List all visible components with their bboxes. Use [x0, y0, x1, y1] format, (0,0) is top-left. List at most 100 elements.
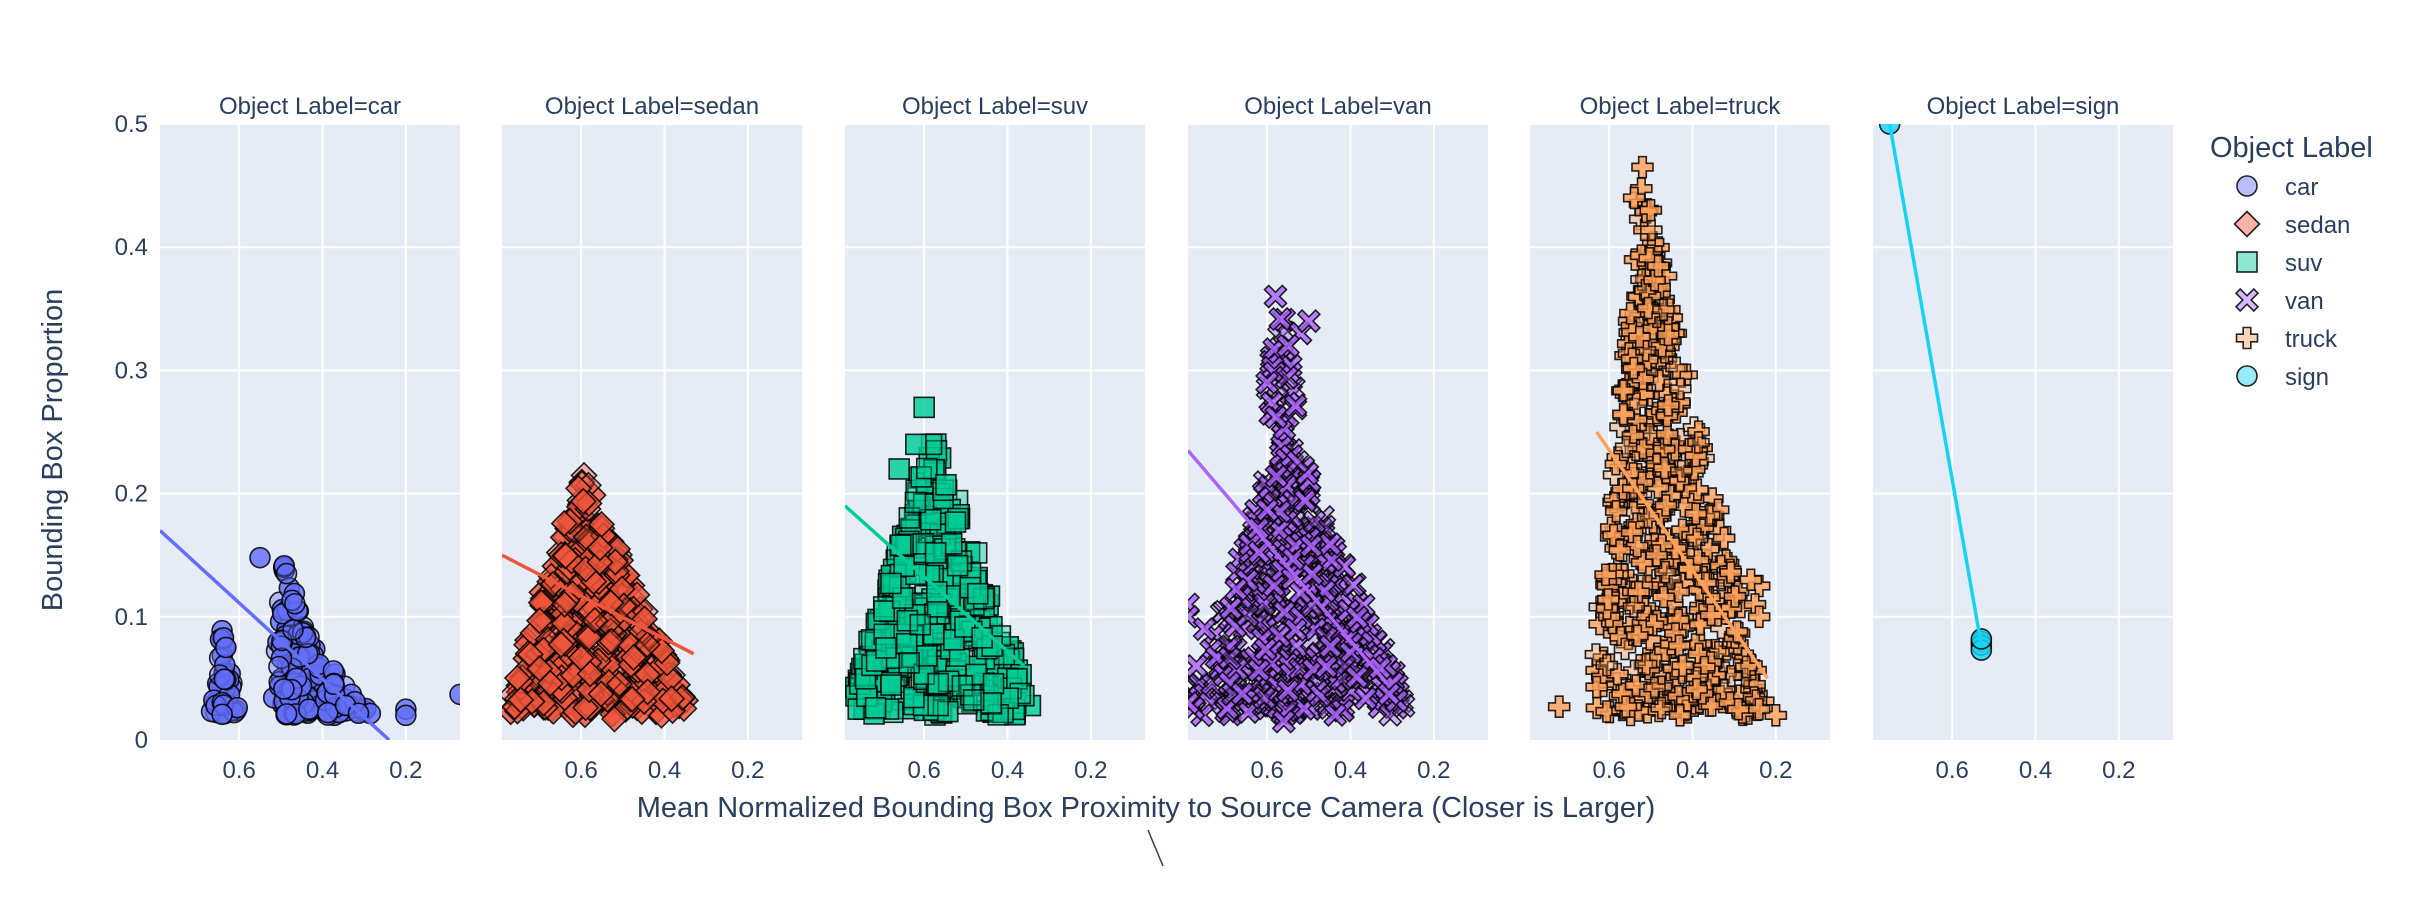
data-point — [1547, 695, 1571, 719]
data-point — [1687, 431, 1710, 454]
legend-label: suv — [2285, 250, 2322, 277]
data-point — [1275, 678, 1301, 703]
x-tick-label: 0.2 — [2102, 757, 2135, 784]
panel-suv: Object Label=suv — [845, 93, 1145, 740]
legend: Object Label car sedan suv van truck sign — [2210, 132, 2373, 391]
data-point — [925, 581, 948, 603]
data-point — [1671, 654, 1695, 677]
data-point — [1657, 394, 1680, 417]
data-point — [1308, 683, 1333, 708]
data-point — [1218, 596, 1244, 621]
stray-mark-line — [1147, 829, 1164, 867]
data-point — [273, 554, 296, 577]
panel-title: Object Label=truck — [1580, 93, 1782, 120]
data-point — [980, 692, 1003, 714]
data-point — [618, 685, 646, 713]
data-point — [586, 548, 614, 576]
data-point — [525, 607, 554, 635]
data-point — [1665, 356, 1688, 380]
data-point — [927, 672, 950, 695]
data-point — [597, 627, 626, 655]
data-point — [1628, 325, 1651, 349]
data-point — [1652, 585, 1675, 609]
y-tick-label: 0.3 — [115, 357, 148, 384]
panels-layer: Object Label=car Object Label=sedan Object… — [160, 93, 2173, 740]
data-point — [895, 632, 918, 655]
legend-item-truck[interactable]: truck — [2235, 326, 2339, 353]
data-point — [1302, 509, 1327, 534]
data-point — [967, 582, 989, 605]
data-point — [880, 674, 902, 696]
data-point — [547, 631, 575, 659]
data-point — [913, 396, 935, 419]
data-point — [1317, 532, 1343, 557]
data-point — [1640, 218, 1663, 242]
data-point — [915, 457, 938, 480]
data-point — [1631, 155, 1654, 179]
data-point — [1654, 494, 1678, 517]
data-point — [1230, 681, 1255, 706]
data-point — [572, 694, 600, 722]
data-point — [1622, 356, 1646, 380]
data-point — [1292, 488, 1318, 513]
x-tick-label: 0.6 — [564, 757, 597, 784]
legend-symbol — [2233, 210, 2261, 238]
data-point — [1626, 624, 1649, 648]
data-point — [1344, 664, 1369, 690]
data-point — [1652, 298, 1675, 322]
panel-title: Object Label=suv — [902, 93, 1088, 120]
data-point — [1624, 674, 1648, 697]
data-point — [888, 458, 910, 480]
x-tick-label: 0.4 — [1676, 757, 1709, 784]
data-point — [1275, 333, 1301, 358]
legend-item-car[interactable]: car — [2236, 174, 2318, 201]
data-point — [1594, 563, 1617, 587]
data-point — [586, 534, 614, 562]
data-point — [316, 701, 339, 724]
data-point — [889, 534, 912, 556]
panel-truck: Object Label=truck — [1530, 93, 1830, 740]
data-point — [395, 704, 417, 727]
series-suv — [845, 396, 1042, 726]
data-point — [1608, 538, 1632, 562]
data-point — [1188, 690, 1201, 716]
data-point — [898, 652, 920, 674]
data-point — [1706, 498, 1730, 522]
data-point — [657, 685, 686, 713]
data-point — [507, 686, 535, 714]
data-point — [962, 689, 985, 711]
data-point — [1255, 370, 1280, 395]
data-point — [909, 613, 932, 636]
legend-item-sedan[interactable]: sedan — [2233, 210, 2351, 240]
data-point — [270, 647, 293, 670]
data-point — [1622, 595, 1646, 618]
data-point — [1224, 577, 1249, 602]
data-point — [211, 703, 233, 726]
data-point — [1296, 308, 1321, 334]
data-point — [1300, 562, 1325, 587]
x-tick-label: 0.2 — [1759, 757, 1792, 784]
legend-item-van[interactable]: van — [2234, 287, 2324, 315]
data-point — [1654, 560, 1677, 584]
legend-item-suv[interactable]: suv — [2236, 250, 2322, 277]
legend-item-sign[interactable]: sign — [2236, 364, 2329, 391]
panel-title: Object Label=van — [1244, 93, 1431, 120]
data-point — [1263, 284, 1288, 309]
data-point — [1235, 603, 1260, 628]
data-point — [633, 630, 661, 659]
data-point — [1595, 700, 1618, 723]
data-point — [1650, 696, 1673, 720]
data-point — [1685, 527, 1709, 551]
series-truck — [1547, 155, 1788, 727]
x-tick-label: 0.2 — [389, 757, 422, 784]
y-tick-label: 0.5 — [115, 111, 148, 138]
data-point — [1274, 365, 1300, 390]
x-tick-label: 0.4 — [1334, 757, 1367, 784]
data-point — [1246, 658, 1271, 683]
data-point — [1271, 709, 1296, 734]
data-point — [982, 672, 1005, 695]
data-point — [1734, 655, 1758, 679]
data-point — [1621, 477, 1645, 500]
